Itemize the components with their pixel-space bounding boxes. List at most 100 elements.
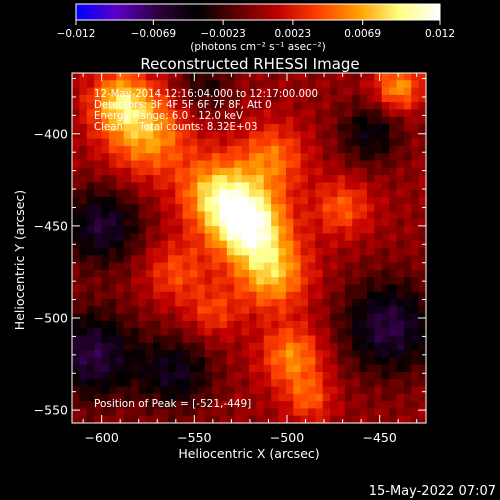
heatmap-cell (389, 299, 398, 307)
heatmap-cell (396, 284, 405, 293)
heatmap-cell (197, 138, 206, 147)
heatmap-cell (167, 350, 176, 358)
heatmap-cell (285, 175, 294, 183)
heatmap-cell (344, 182, 353, 191)
heatmap-cell (367, 299, 375, 307)
heatmap-cell (315, 189, 324, 198)
heatmap-cell (138, 306, 147, 315)
heatmap-cell (389, 109, 398, 118)
heatmap-cell (190, 102, 198, 111)
heatmap-cell (101, 262, 110, 271)
heatmap-cell (344, 73, 353, 81)
heatmap-cell (278, 401, 287, 410)
heatmap-cell (396, 335, 405, 344)
heatmap-cell (182, 153, 191, 162)
heatmap-cell (226, 386, 235, 395)
heatmap-cell (278, 189, 287, 198)
heatmap-cell (79, 116, 88, 125)
heatmap-cell (293, 335, 302, 344)
heatmap-cell (285, 189, 294, 198)
heatmap-cell (241, 175, 250, 183)
heatmap-cell (94, 204, 103, 213)
heatmap-cell (108, 320, 117, 329)
heatmap-cell (352, 364, 361, 373)
heatmap-cell (337, 124, 346, 132)
heatmap-cell (116, 401, 125, 410)
heatmap-cell (145, 138, 154, 147)
heatmap-cell (79, 160, 88, 169)
heatmap-cell (337, 102, 346, 111)
heatmap-cell (108, 393, 117, 402)
heatmap-cell (182, 182, 191, 191)
heatmap-cell (300, 240, 309, 249)
heatmap-cell (116, 291, 125, 300)
heatmap-cell (389, 102, 398, 111)
heatmap-cell (396, 204, 405, 213)
heatmap-cell (293, 160, 302, 169)
heatmap-cell (241, 226, 250, 235)
heatmap-cell (160, 386, 169, 395)
heatmap-cell (167, 211, 176, 220)
heatmap-cell (219, 335, 228, 344)
heatmap-cell (396, 102, 405, 111)
heatmap-cell (226, 255, 235, 264)
heatmap-cell (374, 415, 383, 424)
heatmap-cell (389, 124, 398, 132)
heatmap-cell (131, 80, 139, 89)
heatmap-cell (367, 401, 375, 410)
heatmap-cell (418, 87, 427, 96)
heatmap-cell (249, 87, 257, 96)
heatmap-cell (182, 306, 191, 315)
heatmap-cell (116, 240, 125, 249)
heatmap-cell (190, 109, 198, 118)
heatmap-cell (293, 328, 302, 337)
heatmap-cell (131, 138, 139, 147)
heatmap-cell (94, 364, 103, 373)
heatmap-cell (308, 262, 316, 271)
heatmap-cell (418, 226, 427, 235)
x-tick-label: −500 (270, 430, 304, 445)
heatmap-cell (411, 262, 420, 271)
heatmap-cell (300, 306, 309, 315)
heatmap-cell (403, 401, 412, 410)
heatmap-cell (145, 124, 154, 132)
heatmap-cell (293, 248, 302, 256)
heatmap-cell (330, 240, 339, 249)
heatmap-cell (256, 328, 265, 337)
heatmap-cell (212, 153, 221, 162)
heatmap-cell (138, 386, 147, 395)
heatmap-cell (315, 379, 324, 388)
heatmap-cell (182, 269, 191, 278)
heatmap-cell (145, 328, 154, 337)
heatmap-cell (285, 291, 294, 300)
heatmap-cell (344, 313, 353, 322)
heatmap-cell (86, 401, 95, 410)
heatmap-cell (293, 145, 302, 154)
heatmap-cell (352, 379, 361, 388)
heatmap-cell (219, 153, 228, 162)
heatmap-cell (167, 408, 176, 417)
heatmap-cell (79, 379, 88, 388)
heatmap-cell (352, 386, 361, 395)
heatmap-cell (72, 124, 80, 132)
heatmap-cell (219, 167, 228, 176)
heatmap-cell (337, 335, 346, 344)
heatmap-cell (367, 131, 375, 140)
heatmap-cell (108, 167, 117, 176)
heatmap-cell (256, 73, 265, 81)
heatmap-cell (300, 102, 309, 111)
heatmap-cell (219, 131, 228, 140)
heatmap-cell (212, 175, 221, 183)
heatmap-cell (212, 299, 221, 307)
heatmap-cell (212, 145, 221, 154)
heatmap-cell (367, 328, 375, 337)
heatmap-cell (367, 167, 375, 176)
heatmap-cell (256, 218, 265, 227)
heatmap-cell (374, 109, 383, 118)
heatmap-cell (330, 408, 339, 417)
heatmap-cell (72, 182, 80, 191)
heatmap-cell (234, 306, 243, 315)
heatmap-cell (116, 102, 125, 111)
heatmap-cell (108, 182, 117, 191)
heatmap-cell (411, 167, 420, 176)
